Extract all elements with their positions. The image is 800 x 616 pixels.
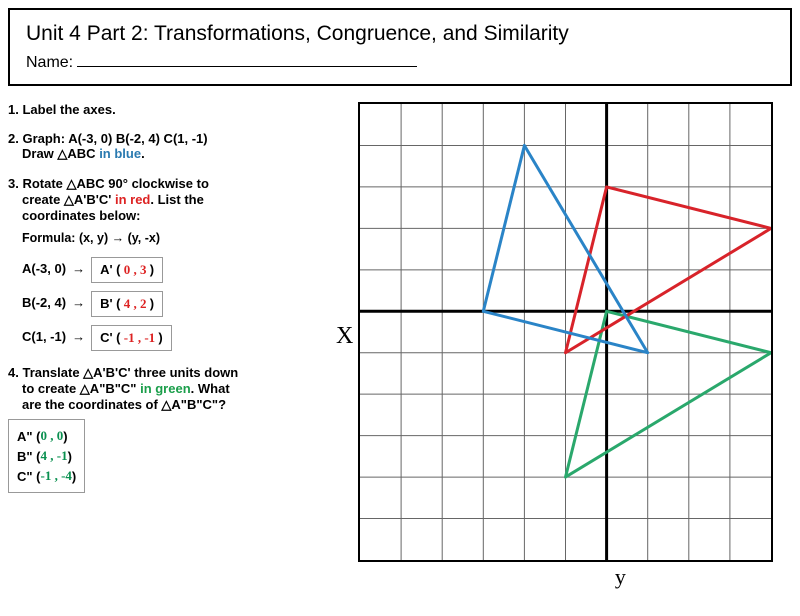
q3-line3: coordinates below: (8, 208, 348, 223)
q3-c-prime-label: C' ( (100, 330, 120, 345)
arrow-icon: → (72, 261, 85, 276)
q3-line1: Rotate △ABC 90° clockwise to (22, 176, 208, 191)
q3-c-orig: C(1, -1) (22, 329, 66, 344)
q4-b-close: ) (68, 449, 72, 464)
q4-a-label: A" ( (17, 429, 41, 444)
header-box: Unit 4 Part 2: Transformations, Congruen… (8, 8, 792, 86)
q2-prefix: Graph: (22, 131, 68, 146)
q4-green: in green (140, 381, 191, 396)
q3-a-prime-close: ) (150, 262, 154, 277)
name-label: Name: (26, 54, 73, 72)
q1-num: 1. (8, 102, 19, 117)
q3-num: 3. (8, 176, 19, 191)
q4-line2a: to create △A"B"C" (22, 381, 140, 396)
q3-b-orig: B(-2, 4) (22, 295, 66, 310)
q4-line3: are the coordinates of △A"B"C"? (8, 397, 348, 413)
q3-a-prime-label: A' ( (100, 262, 120, 277)
content-row: 1. Label the axes. 2. Graph: A(-3, 0) B(… (8, 102, 792, 562)
graph-svg (360, 104, 771, 560)
name-blank-line (77, 66, 417, 67)
arrow-icon: → (72, 329, 85, 344)
arrow-icon: → (72, 295, 85, 310)
question-4: 4. Translate △A'B'C' three units down to… (8, 365, 348, 493)
q3-row-b: B(-2, 4) → B' ( 4 , 2 ) (22, 287, 348, 317)
q2-points: A(-3, 0) B(-2, 4) C(1, -1) (68, 131, 207, 146)
x-axis-label: X (336, 323, 353, 350)
q3-c-prime-close: ) (158, 330, 162, 345)
q4-line1: Translate △A'B'C' three units down (22, 365, 238, 380)
q3-b-prime-label: B' ( (100, 296, 120, 311)
coordinate-graph: X y (358, 102, 773, 562)
q3-line2a: create △A'B'C' (22, 192, 115, 207)
q1-text: Label the axes. (22, 102, 115, 117)
y-axis-label: y (615, 564, 626, 590)
q2-suffix: . (141, 146, 145, 161)
q3-line2b: . List the (150, 192, 203, 207)
q2-num: 2. (8, 131, 19, 146)
worksheet-title: Unit 4 Part 2: Transformations, Congruen… (26, 22, 774, 46)
q3-a-prime-ans: 0 , 3 (120, 262, 149, 277)
q3-red: in red (115, 192, 150, 207)
q3-a-orig: A(-3, 0) (22, 261, 66, 276)
q2-blue: in blue (99, 146, 141, 161)
q3-row-a: A(-3, 0) → A' ( 0 , 3 ) (22, 253, 348, 283)
q4-row-b: B" ( 4 , -1 ) (17, 448, 76, 464)
q3-c-prime-ans: -1 , -1 (120, 330, 158, 345)
q4-b-ans: 4 , -1 (41, 448, 68, 464)
q4-row-c: C" ( -1 , -4 ) (17, 468, 76, 484)
q4-a-close: ) (63, 429, 67, 444)
q4-num: 4. (8, 365, 19, 380)
q4-c-ans: -1 , -4 (41, 468, 72, 484)
q4-row-a: A" ( 0 , 0 ) (17, 428, 76, 444)
question-1: 1. Label the axes. (8, 102, 348, 117)
q4-a-ans: 0 , 0 (41, 428, 64, 444)
question-2: 2. Graph: A(-3, 0) B(-2, 4) C(1, -1) Dra… (8, 131, 348, 162)
q4-c-label: C" ( (17, 469, 41, 484)
q4-c-close: ) (72, 469, 76, 484)
q3-b-prime-close: ) (150, 296, 154, 311)
q3-row-c: C(1, -1) → C' ( -1 , -1 ) (22, 321, 348, 351)
name-row: Name: (26, 54, 774, 72)
q3-formula: Formula: (x, y) → (y, -x) (8, 231, 348, 245)
q4-answers-box: A" ( 0 , 0 ) B" ( 4 , -1 ) C" ( -1 , -4 … (8, 419, 85, 493)
questions-column: 1. Label the axes. 2. Graph: A(-3, 0) B(… (8, 102, 348, 562)
q2-draw-prefix: Draw △ABC (22, 146, 99, 161)
question-3: 3. Rotate △ABC 90° clockwise to create △… (8, 176, 348, 351)
q4-line2b: . What (191, 381, 230, 396)
q3-b-prime-ans: 4 , 2 (120, 296, 149, 311)
q4-b-label: B" ( (17, 449, 41, 464)
